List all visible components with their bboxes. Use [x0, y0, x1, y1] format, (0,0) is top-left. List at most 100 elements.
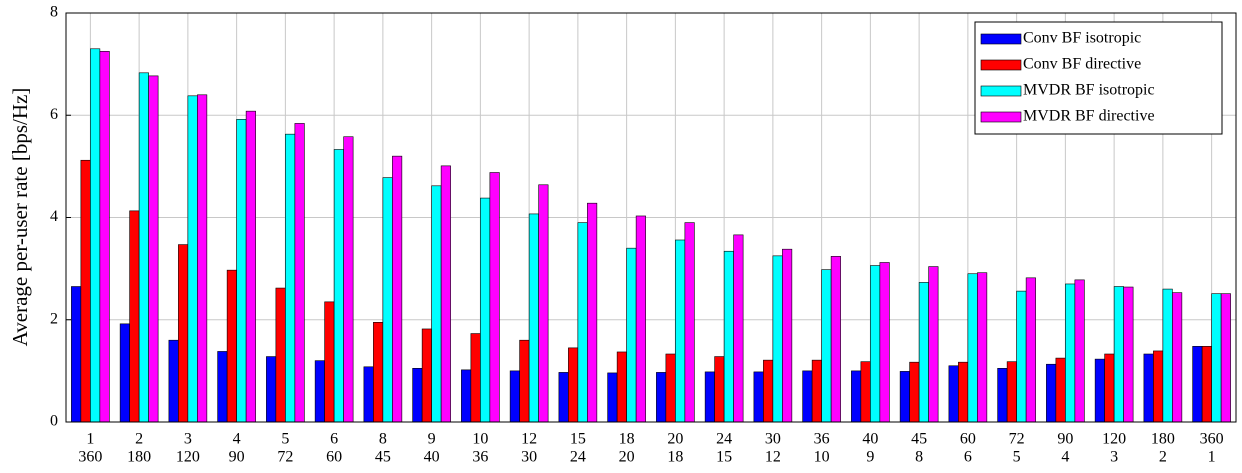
- bar: [1123, 286, 1134, 423]
- bar: [440, 165, 451, 423]
- bar: [285, 133, 296, 423]
- bar: [333, 149, 344, 423]
- bar: [821, 269, 832, 423]
- bar: [558, 372, 569, 423]
- bar: [1104, 353, 1115, 423]
- bar: [138, 72, 149, 423]
- x-tick-label: 45: [911, 431, 927, 448]
- legend-label: Conv BF directive: [1023, 56, 1141, 73]
- bar: [343, 136, 354, 423]
- x-tick-label: 1: [86, 431, 94, 448]
- bar: [870, 265, 881, 423]
- bar: [1016, 290, 1027, 423]
- bar: [1113, 286, 1124, 423]
- x-tick-label: 3: [184, 431, 192, 448]
- bar: [217, 351, 228, 423]
- x-tick-label: 2: [1159, 449, 1167, 466]
- bar: [782, 248, 793, 423]
- x-tick-label: 5: [281, 431, 289, 448]
- x-tick-label: 180: [1151, 431, 1175, 448]
- x-tick-label: 12: [765, 449, 781, 466]
- x-tick-label: 4: [233, 431, 241, 448]
- bar: [830, 256, 841, 423]
- bar: [412, 368, 423, 423]
- x-tick-label: 2: [135, 431, 143, 448]
- y-tick-label: 0: [50, 413, 58, 430]
- bar: [266, 356, 277, 423]
- x-tick-label: 36: [472, 449, 488, 466]
- legend-swatch: [980, 85, 1022, 97]
- bar: [245, 110, 256, 423]
- bar: [480, 197, 491, 423]
- bar: [1046, 363, 1057, 423]
- x-tick-label: 90: [229, 449, 245, 466]
- y-tick-label: 4: [50, 208, 58, 225]
- legend-swatch: [980, 33, 1022, 45]
- bar: [1172, 292, 1183, 423]
- bar: [489, 172, 500, 423]
- bar: [461, 369, 472, 423]
- x-tick-label: 3: [1110, 449, 1118, 466]
- x-tick-label: 30: [765, 431, 781, 448]
- legend-swatch: [980, 59, 1022, 71]
- bar: [197, 94, 208, 423]
- bar: [928, 266, 939, 423]
- x-tick-label: 36: [814, 431, 830, 448]
- bar: [148, 75, 159, 423]
- bar: [656, 372, 667, 423]
- bar: [607, 372, 618, 423]
- bar: [704, 371, 715, 423]
- bar: [324, 301, 335, 423]
- bar: [948, 365, 959, 423]
- legend-label: MVDR BF directive: [1023, 108, 1155, 125]
- bar: [772, 255, 783, 423]
- bar: [918, 282, 929, 423]
- bar: [178, 244, 189, 423]
- x-tick-label: 10: [814, 449, 830, 466]
- bar: [1192, 346, 1203, 423]
- x-tick-label: 8: [379, 431, 387, 448]
- bar: [519, 339, 530, 423]
- y-tick-label: 6: [50, 106, 58, 123]
- legend-label: Conv BF isotropic: [1023, 30, 1141, 47]
- x-tick-label: 6: [330, 431, 338, 448]
- bar: [528, 213, 539, 423]
- bar: [675, 239, 686, 423]
- bar: [733, 234, 744, 423]
- bar: [1162, 288, 1173, 423]
- bar: [811, 359, 822, 423]
- bar: [568, 347, 579, 423]
- bar: [275, 287, 286, 423]
- bar: [382, 177, 393, 423]
- x-tick-label: 180: [127, 449, 151, 466]
- bar: [80, 159, 91, 423]
- bar: [723, 250, 734, 423]
- bar: [616, 351, 627, 423]
- x-tick-label: 40: [424, 449, 440, 466]
- x-tick-label: 9: [428, 431, 436, 448]
- x-tick-label: 18: [667, 449, 683, 466]
- bar: [1153, 350, 1164, 423]
- bar: [421, 328, 432, 423]
- bar: [314, 360, 325, 423]
- x-tick-label: 10: [472, 431, 488, 448]
- bar: [187, 95, 198, 423]
- x-tick-label: 18: [619, 431, 635, 448]
- bar: [635, 215, 646, 423]
- bar: [1143, 353, 1154, 423]
- x-tick-label: 30: [521, 449, 537, 466]
- bar: [714, 356, 725, 423]
- x-tick-label: 4: [1061, 449, 1069, 466]
- x-tick-label: 12: [521, 431, 537, 448]
- bar: [90, 48, 101, 423]
- x-tick-label: 5: [1013, 449, 1021, 466]
- x-tick-label: 15: [570, 431, 586, 448]
- bar: [1025, 277, 1036, 423]
- bar: [997, 368, 1008, 423]
- bar: [538, 184, 549, 423]
- bar: [763, 359, 774, 423]
- legend-swatch: [980, 111, 1022, 123]
- bar: [753, 371, 764, 423]
- bar: [860, 361, 871, 423]
